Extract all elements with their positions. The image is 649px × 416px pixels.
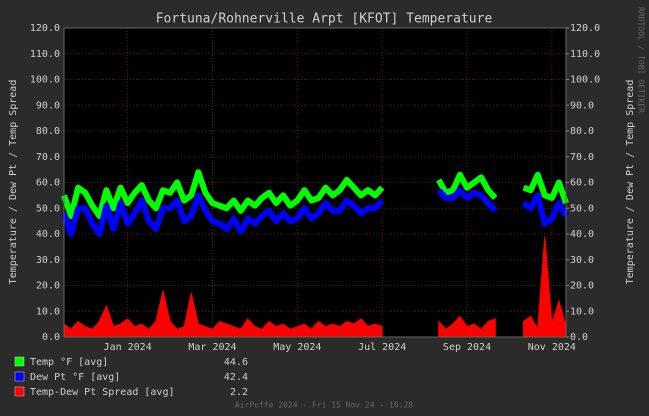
- footer: AirPuffe 2024 - Fri 15 Nov 24 - 16:28: [235, 401, 413, 410]
- y-tick-label: 10.0: [36, 306, 60, 317]
- y-tick-label: 40.0: [36, 229, 60, 240]
- y-tick-label: 50.0: [36, 203, 60, 214]
- legend-swatch: [14, 386, 25, 397]
- series-line: [61, 192, 385, 237]
- y2-tick-label: 50.0: [570, 203, 594, 214]
- y2-tick-label: 90.0: [570, 100, 594, 111]
- spread-area: [438, 315, 496, 338]
- plot-frame: [63, 27, 567, 338]
- legend-label: Temp-Dew Pt Spread [avg]: [30, 387, 175, 398]
- y2-tick-label: 80.0: [570, 126, 594, 137]
- y-tick-label: 100.0: [30, 75, 60, 86]
- legend-swatch: [14, 356, 25, 367]
- x-tick-label: Jul 2024: [358, 342, 406, 353]
- spread-area: [63, 290, 383, 338]
- y2-axis-label: Temperature / Dew Pt / Temp Spread: [625, 80, 636, 285]
- y2-tick-label: 120.0: [570, 23, 600, 34]
- y-tick-label: 30.0: [36, 255, 60, 266]
- y-tick-label: 60.0: [36, 178, 60, 189]
- y-tick-label: 120.0: [30, 23, 60, 34]
- y2-tick-label: 30.0: [570, 255, 594, 266]
- y-tick-label: 110.0: [30, 49, 60, 60]
- y-tick-label: 70.0: [36, 152, 60, 163]
- x-tick-label: May 2024: [273, 342, 321, 353]
- y-tick-label: 20.0: [36, 281, 60, 292]
- y2-tick-label: 70.0: [570, 152, 594, 163]
- series-line: [61, 169, 385, 219]
- legend-label: Temp °F [avg]: [30, 357, 108, 368]
- y-tick-label: 80.0: [36, 126, 60, 137]
- legend-value: 44.6: [224, 357, 248, 368]
- series-line: [436, 171, 498, 200]
- series-line: [522, 171, 569, 205]
- y-axis-label: Temperature / Dew Pt / Temp Spread: [8, 80, 19, 285]
- y2-tick-label: 60.0: [570, 178, 594, 189]
- x-tick-label: Sep 2024: [443, 342, 491, 353]
- side-text: RRDTOOL / TOBI OETIKER: [637, 7, 646, 113]
- series-line: [436, 187, 498, 213]
- legend-value: 42.4: [224, 372, 248, 383]
- series-line: [521, 192, 569, 227]
- legend-swatch: [14, 371, 25, 382]
- x-tick-label: Nov 2024: [528, 342, 576, 353]
- y2-tick-label: 10.0: [570, 306, 594, 317]
- legend-label: Dew Pt °F [avg]: [30, 372, 120, 383]
- y2-tick-label: 110.0: [570, 49, 600, 60]
- y2-tick-label: 20.0: [570, 281, 594, 292]
- chart-title: Fortuna/Rohnerville Arpt [KFOT] Temperat…: [156, 12, 493, 27]
- y-tick-label: 0.0: [42, 332, 60, 343]
- y2-tick-label: 100.0: [570, 75, 600, 86]
- y2-tick-label: 0.0: [570, 332, 588, 343]
- x-tick-label: Mar 2024: [188, 342, 236, 353]
- y-tick-label: 90.0: [36, 100, 60, 111]
- x-tick-label: Jan 2024: [104, 342, 152, 353]
- legend-value: 2.2: [230, 387, 248, 398]
- y2-tick-label: 40.0: [570, 229, 594, 240]
